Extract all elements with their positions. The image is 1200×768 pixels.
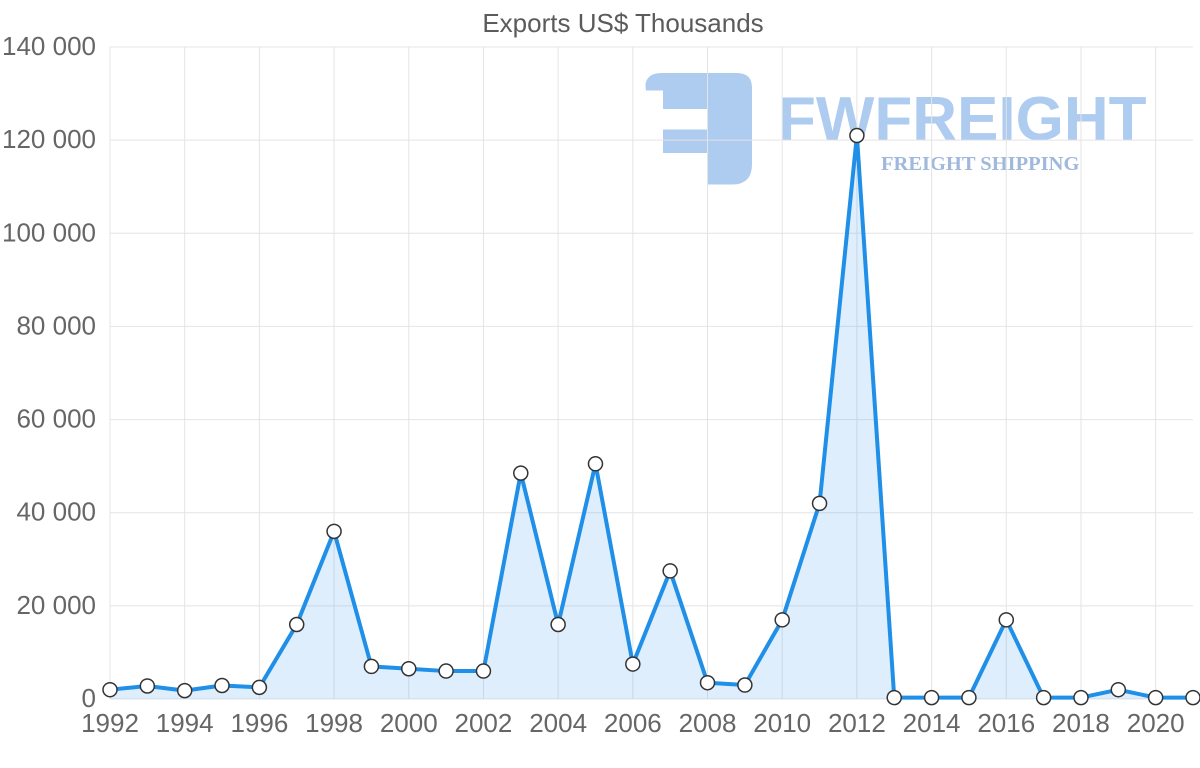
svg-text:2008: 2008 xyxy=(679,708,737,738)
svg-text:100 000: 100 000 xyxy=(2,217,96,247)
svg-text:2020: 2020 xyxy=(1127,708,1185,738)
svg-text:20 000: 20 000 xyxy=(16,590,96,620)
svg-text:1998: 1998 xyxy=(305,708,363,738)
svg-text:120 000: 120 000 xyxy=(2,124,96,154)
svg-text:60 000: 60 000 xyxy=(16,404,96,434)
svg-text:FREIGHT SHIPPING: FREIGHT SHIPPING xyxy=(881,153,1079,175)
svg-text:1994: 1994 xyxy=(156,708,214,738)
svg-text:2002: 2002 xyxy=(455,708,513,738)
svg-text:2012: 2012 xyxy=(828,708,886,738)
svg-text:FWFREIGHT: FWFREIGHT xyxy=(778,85,1147,154)
svg-text:2010: 2010 xyxy=(753,708,811,738)
svg-text:2014: 2014 xyxy=(903,708,961,738)
svg-text:2006: 2006 xyxy=(604,708,662,738)
svg-text:40 000: 40 000 xyxy=(16,497,96,527)
svg-text:2004: 2004 xyxy=(529,708,587,738)
svg-text:2018: 2018 xyxy=(1052,708,1110,738)
svg-text:2016: 2016 xyxy=(977,708,1035,738)
svg-text:80 000: 80 000 xyxy=(16,310,96,340)
svg-text:1996: 1996 xyxy=(230,708,288,738)
svg-text:2000: 2000 xyxy=(380,708,438,738)
svg-text:1992: 1992 xyxy=(81,708,139,738)
